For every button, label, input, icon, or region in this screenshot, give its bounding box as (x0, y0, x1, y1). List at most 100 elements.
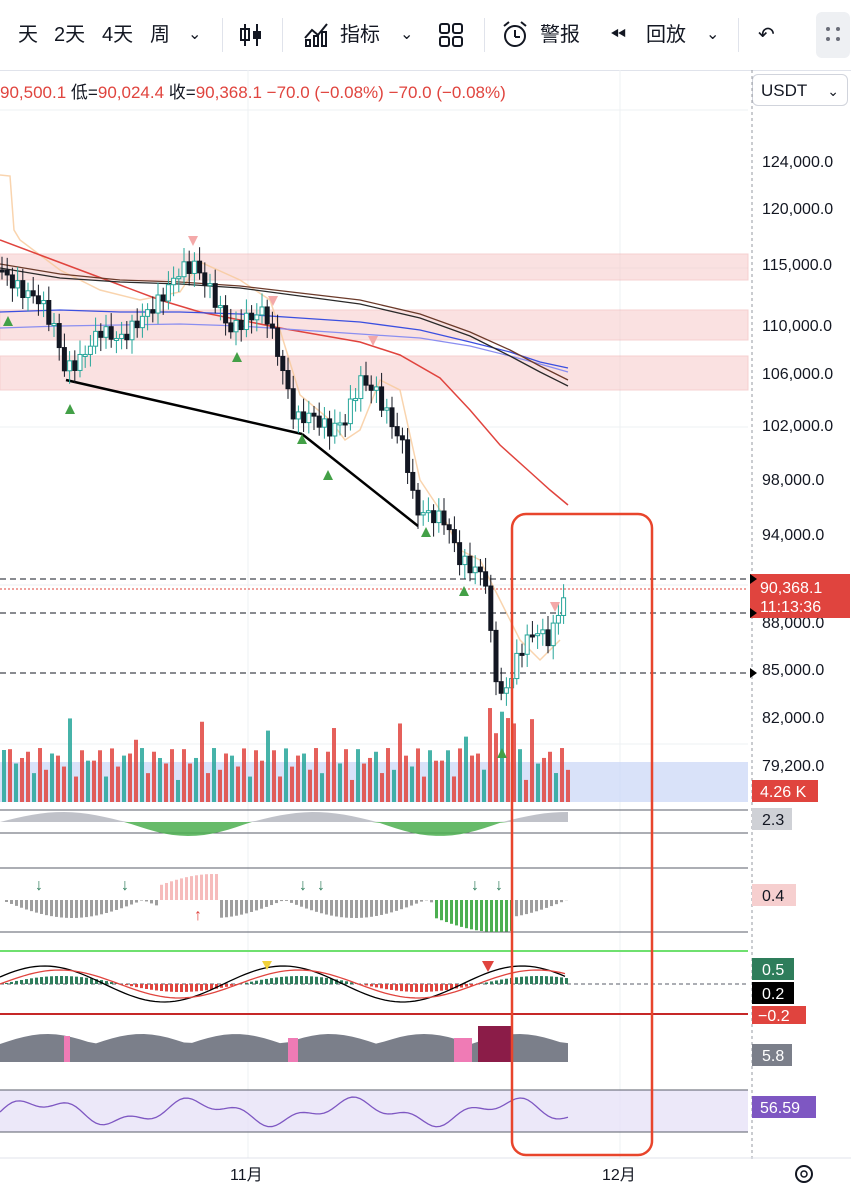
replay-rewind-icon[interactable]: ⏪︎ (610, 24, 626, 46)
candle-body (275, 327, 281, 357)
indicators-chevron-down-icon[interactable]: ⌄ (400, 26, 414, 43)
volume-bar (554, 773, 558, 802)
histogram-bar (205, 874, 208, 900)
replay-button[interactable]: 回放 (646, 24, 686, 46)
macd-bar (335, 979, 338, 984)
volume-bar (86, 760, 90, 802)
indicator-value-2: 0.4 (762, 888, 784, 905)
replay-chevron-down-icon[interactable]: ⌄ (706, 26, 720, 43)
alert-button[interactable]: 警报 (540, 24, 580, 46)
candle-body (540, 629, 546, 635)
macd-bar (375, 984, 378, 988)
candle-body (9, 274, 15, 289)
candlestick-icon[interactable] (238, 22, 264, 48)
layout-grid-icon[interactable] (438, 22, 464, 48)
candle-body (155, 294, 161, 314)
candle-body (254, 314, 260, 321)
volume-bar (290, 766, 294, 802)
macd-bar (465, 984, 468, 987)
histogram-bar (490, 900, 493, 932)
current-price-label: 90,368.1 (760, 580, 822, 597)
candle-body (467, 555, 473, 574)
histogram-bar (365, 900, 368, 918)
macd-bar (50, 976, 53, 984)
histogram-bar (545, 900, 548, 908)
down-arrow-icon: ↓ (495, 877, 503, 894)
histogram-bar (270, 900, 273, 906)
candle-body (217, 305, 223, 309)
histogram-bar (240, 900, 243, 915)
more-tools-button[interactable] (816, 12, 850, 58)
histogram-bar (385, 900, 388, 914)
macd-bar (35, 977, 38, 984)
timeframe-week[interactable]: 周 (150, 24, 170, 46)
volume-bar (206, 773, 210, 802)
histogram-bar (210, 874, 213, 900)
candle-body (25, 290, 31, 299)
histogram-bar (125, 900, 128, 907)
candle-body (483, 571, 489, 587)
histogram-bar (505, 900, 508, 932)
candle-body (285, 370, 291, 390)
macd-bar (185, 984, 188, 992)
histogram-bar (55, 900, 58, 917)
macd-bar (415, 984, 418, 992)
alarm-clock-icon[interactable] (500, 20, 530, 50)
volume-bar (26, 751, 30, 802)
histogram-bar (255, 900, 258, 911)
timeframe-day[interactable]: 天 (18, 24, 38, 46)
macd-bar (370, 984, 373, 987)
candle-body (441, 510, 447, 526)
macd-bar (480, 983, 483, 984)
macd-bar (190, 984, 193, 992)
candle-body (384, 407, 390, 411)
timeframe-chevron-down-icon[interactable]: ⌄ (188, 26, 202, 43)
volume-bar (374, 751, 378, 802)
volume-bar (50, 753, 54, 802)
y-tick-label: 124,000.0 (762, 154, 833, 171)
histogram-bar (370, 900, 373, 917)
volume-bar (122, 755, 126, 802)
volume-bar (242, 748, 246, 802)
histogram-bar (95, 900, 98, 916)
undo-icon[interactable]: ↶ (758, 24, 775, 46)
macd-bar (15, 980, 18, 984)
candle-body (108, 326, 114, 340)
macd-bar (505, 978, 508, 984)
histogram-bar (30, 900, 33, 912)
volume-bar (230, 755, 234, 802)
histogram-bar (405, 900, 408, 908)
volume-bar (224, 753, 228, 802)
settings-gear-icon[interactable] (795, 1165, 813, 1183)
candle-body (311, 412, 317, 417)
volume-bar (284, 748, 288, 802)
macd-bar (540, 976, 543, 984)
macd-bar (200, 984, 203, 991)
volume-bar (404, 755, 408, 802)
candle-body (93, 330, 99, 347)
indicators-icon[interactable] (302, 20, 330, 48)
candle-body (35, 295, 41, 305)
macd-bar (450, 984, 453, 990)
macd-bar (530, 976, 533, 984)
indicators-button[interactable]: 指标 (340, 24, 380, 46)
histogram-bar (195, 875, 198, 900)
histogram-bar (100, 900, 103, 915)
macd-bar (90, 978, 93, 984)
volume-bar (146, 773, 150, 802)
histogram-bar (550, 900, 553, 907)
volume-bar (362, 763, 366, 802)
histogram-bar (555, 900, 558, 905)
macd-bar (400, 984, 403, 992)
timeframe-4d[interactable]: 4天 (102, 24, 134, 46)
volume-bar (440, 760, 444, 802)
histogram-bar (65, 900, 68, 918)
macd-bar (45, 976, 48, 984)
histogram-bar (530, 900, 533, 913)
macd-bar (385, 984, 388, 990)
candle-body (171, 277, 177, 286)
histogram-bar (10, 900, 13, 904)
candle-body (264, 306, 270, 325)
timeframe-2d[interactable]: 2天 (54, 24, 86, 46)
